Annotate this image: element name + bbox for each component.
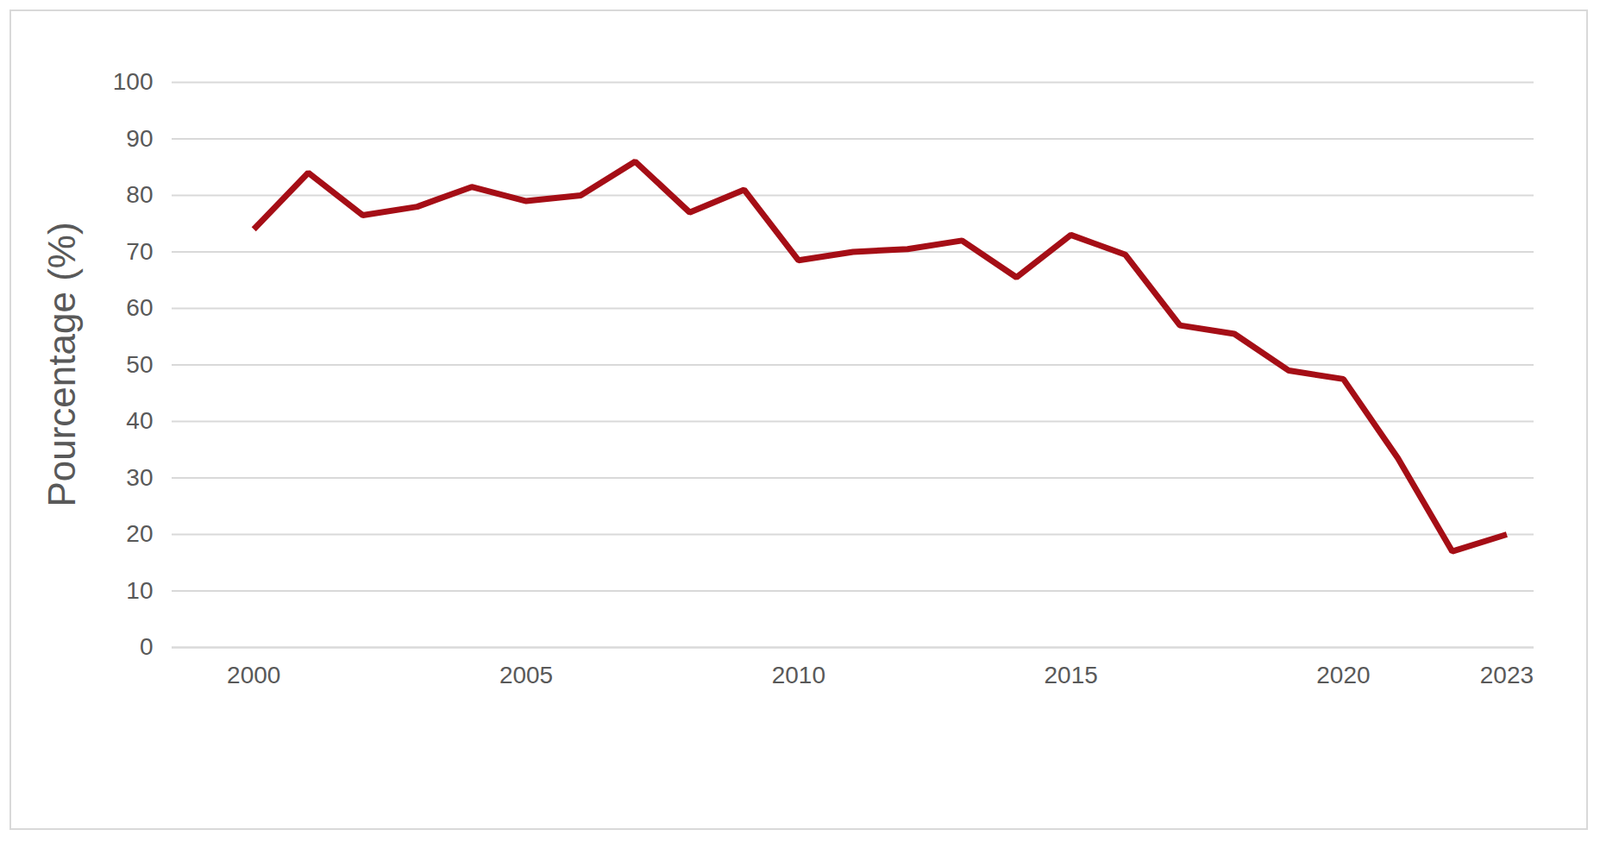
svg-text:40: 40 (125, 407, 153, 434)
svg-text:2005: 2005 (499, 661, 553, 689)
svg-text:60: 60 (125, 294, 153, 321)
svg-text:Pourcentage (%): Pourcentage (%) (40, 221, 83, 507)
svg-text:30: 30 (125, 464, 153, 491)
svg-text:2015: 2015 (1043, 661, 1098, 689)
svg-text:2020: 2020 (1316, 661, 1370, 689)
svg-text:80: 80 (125, 181, 153, 208)
svg-text:0: 0 (139, 633, 154, 660)
svg-text:2000: 2000 (226, 661, 281, 689)
svg-text:10: 10 (125, 577, 153, 604)
svg-text:100: 100 (112, 68, 154, 95)
svg-text:90: 90 (125, 125, 153, 152)
svg-text:2023: 2023 (1480, 661, 1534, 689)
svg-text:20: 20 (125, 520, 153, 547)
svg-text:2010: 2010 (771, 661, 826, 689)
svg-text:50: 50 (125, 351, 153, 378)
svg-text:70: 70 (125, 238, 153, 265)
